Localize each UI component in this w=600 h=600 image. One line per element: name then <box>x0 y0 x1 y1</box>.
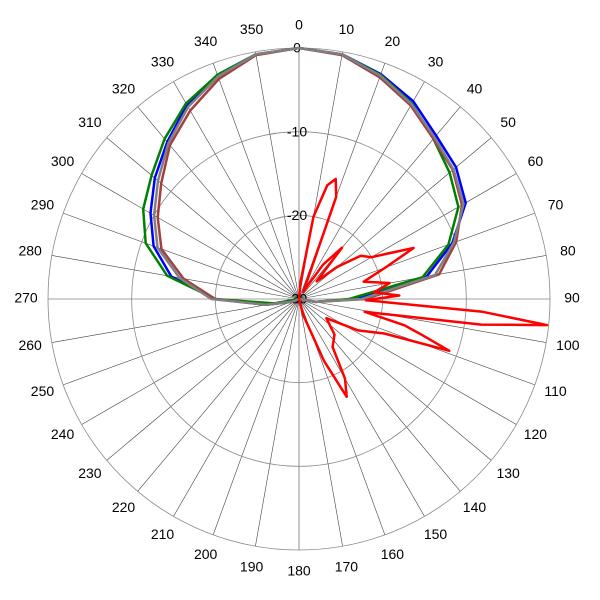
angle-tick-label: 90 <box>564 290 580 306</box>
angle-tick-label: 130 <box>496 465 520 481</box>
angle-tick-label: 0 <box>295 17 303 33</box>
angle-tick-label: 230 <box>78 465 102 481</box>
angle-tick-label: 350 <box>240 21 264 37</box>
angle-tick-label: 170 <box>335 559 359 575</box>
angle-tick-label: 40 <box>467 81 483 97</box>
angle-tick-label: 280 <box>18 242 42 258</box>
spoke <box>255 298 300 547</box>
angle-tick-label: 300 <box>51 153 75 169</box>
angle-tick-label: 140 <box>463 499 487 515</box>
angle-tick-label: 80 <box>560 242 576 258</box>
series-line <box>297 177 549 399</box>
spoke <box>212 63 300 300</box>
spoke <box>298 212 535 300</box>
angle-tick-label: 60 <box>528 153 544 169</box>
spoke <box>212 298 300 535</box>
spoke <box>173 298 300 517</box>
spoke <box>298 298 517 425</box>
r-tick-label: -10 <box>287 123 307 139</box>
spoke <box>63 212 300 300</box>
series-line <box>152 46 465 307</box>
angle-tick-label: 340 <box>194 33 218 49</box>
angle-tick-label: 10 <box>339 21 355 37</box>
angle-tick-label: 240 <box>51 426 75 442</box>
angle-tick-label: 270 <box>14 290 38 306</box>
series-line <box>141 46 460 305</box>
angle-tick-label: 310 <box>78 114 102 130</box>
spoke <box>106 298 300 461</box>
spoke <box>298 81 425 300</box>
angle-tick-label: 30 <box>428 53 444 69</box>
spoke <box>298 173 517 300</box>
angle-tick-label: 330 <box>151 53 175 69</box>
spoke <box>81 173 300 300</box>
angle-tick-label: 150 <box>424 526 448 542</box>
series-line <box>149 46 467 307</box>
grid-circle <box>131 131 467 467</box>
spoke <box>255 51 300 300</box>
angle-tick-label: 190 <box>240 559 264 575</box>
angle-tick-label: 250 <box>31 383 55 399</box>
spoke <box>51 298 300 343</box>
angle-tick-label: 20 <box>385 33 401 49</box>
angle-tick-label: 110 <box>544 383 567 399</box>
spoke <box>298 298 547 343</box>
angle-tick-label: 120 <box>524 426 548 442</box>
angle-tick-label: 50 <box>500 114 516 130</box>
angle-tick-label: 260 <box>18 337 42 353</box>
spoke <box>298 298 425 517</box>
spoke <box>298 298 343 547</box>
angle-tick-label: 200 <box>194 546 218 562</box>
spoke <box>81 298 300 425</box>
spoke <box>298 298 461 492</box>
spoke <box>106 137 300 300</box>
spoke <box>173 81 300 300</box>
r-tick-label: -20 <box>287 207 307 223</box>
angle-tick-label: 290 <box>31 196 55 212</box>
angle-tick-label: 160 <box>381 546 405 562</box>
angle-tick-label: 210 <box>151 526 175 542</box>
spoke <box>137 298 300 492</box>
angle-tick-label: 220 <box>112 499 136 515</box>
angle-tick-label: 100 <box>556 337 580 353</box>
angle-tick-label: 180 <box>287 563 311 579</box>
angle-tick-label: 70 <box>548 196 564 212</box>
angle-tick-label: 320 <box>112 81 136 97</box>
spoke <box>63 298 300 386</box>
